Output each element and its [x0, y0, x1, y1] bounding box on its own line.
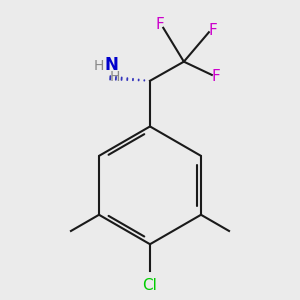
Text: H: H [110, 70, 120, 84]
Text: F: F [212, 69, 220, 84]
Text: H: H [93, 59, 104, 73]
Text: F: F [156, 17, 165, 32]
Text: N: N [105, 56, 119, 74]
Text: F: F [209, 23, 218, 38]
Text: Cl: Cl [142, 278, 158, 293]
